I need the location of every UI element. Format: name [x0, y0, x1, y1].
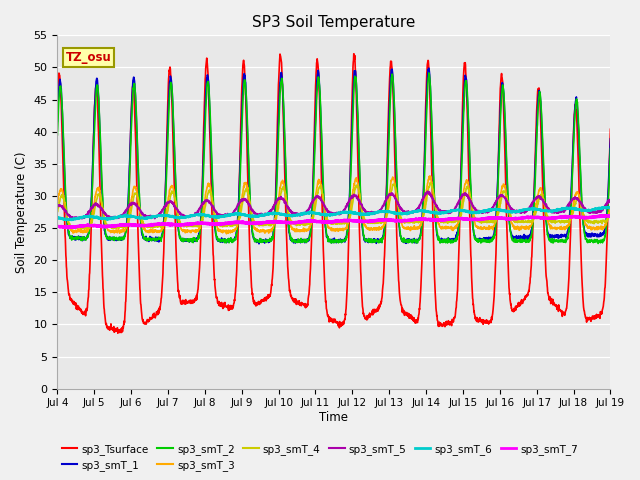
- sp3_smT_1: [362, 236, 370, 241]
- sp3_Tsurface: [558, 309, 566, 314]
- sp3_Tsurface: [350, 51, 358, 57]
- sp3_smT_3: [495, 202, 503, 207]
- sp3_smT_7: [603, 213, 611, 218]
- sp3_smT_5: [362, 209, 370, 215]
- sp3_smT_4: [77, 226, 85, 232]
- sp3_smT_3: [573, 190, 581, 195]
- Y-axis label: Soil Temperature (C): Soil Temperature (C): [15, 151, 28, 273]
- Line: sp3_smT_5: sp3_smT_5: [58, 192, 611, 219]
- sp3_smT_1: [350, 72, 358, 78]
- sp3_smT_7: [208, 221, 216, 227]
- sp3_smT_5: [573, 195, 581, 201]
- sp3_Tsurface: [208, 207, 216, 213]
- sp3_smT_4: [208, 196, 216, 202]
- sp3_Tsurface: [54, 95, 61, 101]
- sp3_smT_3: [426, 173, 433, 179]
- sp3_smT_2: [595, 240, 602, 246]
- sp3_smT_3: [350, 181, 358, 187]
- Line: sp3_smT_7: sp3_smT_7: [58, 216, 611, 228]
- sp3_smT_7: [65, 225, 72, 231]
- sp3_smT_4: [573, 196, 581, 202]
- sp3_smT_7: [495, 215, 502, 221]
- Line: sp3_smT_2: sp3_smT_2: [58, 73, 611, 243]
- sp3_smT_5: [208, 203, 216, 209]
- sp3_smT_2: [362, 238, 370, 244]
- X-axis label: Time: Time: [319, 411, 348, 424]
- sp3_smT_4: [350, 192, 358, 198]
- sp3_smT_2: [558, 239, 566, 244]
- sp3_Tsurface: [351, 52, 358, 58]
- Title: SP3 Soil Temperature: SP3 Soil Temperature: [252, 15, 415, 30]
- sp3_smT_7: [573, 214, 581, 220]
- sp3_smT_3: [54, 200, 61, 206]
- sp3_smT_5: [350, 193, 358, 199]
- sp3_smT_1: [607, 136, 614, 142]
- sp3_smT_6: [607, 204, 614, 210]
- sp3_smT_3: [558, 227, 566, 232]
- sp3_smT_5: [558, 208, 566, 214]
- sp3_smT_1: [208, 160, 216, 166]
- sp3_Tsurface: [607, 126, 614, 132]
- sp3_smT_6: [54, 215, 61, 220]
- Text: TZ_osu: TZ_osu: [66, 51, 111, 64]
- sp3_smT_4: [426, 180, 434, 186]
- sp3_smT_1: [54, 119, 61, 124]
- sp3_smT_2: [607, 146, 614, 152]
- sp3_smT_7: [362, 218, 370, 224]
- sp3_smT_2: [495, 163, 502, 169]
- Line: sp3_Tsurface: sp3_Tsurface: [58, 54, 611, 333]
- Line: sp3_smT_4: sp3_smT_4: [58, 183, 611, 229]
- sp3_smT_6: [350, 210, 358, 216]
- sp3_smT_2: [208, 153, 216, 158]
- sp3_smT_2: [425, 70, 433, 76]
- sp3_smT_6: [208, 214, 216, 219]
- sp3_smT_1: [425, 65, 433, 71]
- sp3_smT_5: [424, 189, 431, 194]
- sp3_smT_3: [223, 231, 230, 237]
- sp3_smT_4: [495, 208, 503, 214]
- sp3_smT_6: [603, 204, 611, 210]
- sp3_smT_6: [68, 217, 76, 223]
- sp3_smT_6: [573, 206, 581, 212]
- sp3_Tsurface: [114, 330, 122, 336]
- sp3_smT_1: [255, 241, 263, 247]
- sp3_smT_5: [54, 204, 61, 209]
- sp3_smT_2: [573, 100, 581, 106]
- sp3_smT_2: [350, 90, 358, 96]
- sp3_smT_4: [54, 209, 61, 215]
- sp3_smT_5: [73, 216, 81, 222]
- sp3_smT_1: [495, 142, 503, 148]
- sp3_smT_3: [362, 224, 370, 229]
- sp3_smT_7: [54, 224, 61, 229]
- sp3_smT_5: [495, 194, 503, 200]
- sp3_smT_6: [495, 206, 502, 212]
- sp3_smT_7: [607, 213, 614, 219]
- sp3_smT_5: [607, 198, 614, 204]
- Line: sp3_smT_3: sp3_smT_3: [58, 176, 611, 234]
- Line: sp3_smT_1: sp3_smT_1: [58, 68, 611, 244]
- sp3_smT_1: [573, 105, 581, 110]
- sp3_smT_6: [362, 211, 370, 217]
- sp3_smT_4: [362, 219, 370, 225]
- sp3_smT_1: [558, 234, 566, 240]
- Legend: sp3_Tsurface, sp3_smT_1, sp3_smT_2, sp3_smT_3, sp3_smT_4, sp3_smT_5, sp3_smT_6, : sp3_Tsurface, sp3_smT_1, sp3_smT_2, sp3_…: [58, 439, 582, 475]
- sp3_Tsurface: [362, 316, 370, 322]
- sp3_smT_2: [54, 132, 61, 138]
- sp3_smT_4: [558, 219, 566, 225]
- sp3_smT_3: [607, 204, 614, 210]
- Line: sp3_smT_6: sp3_smT_6: [58, 207, 611, 220]
- sp3_smT_6: [558, 206, 566, 212]
- sp3_smT_7: [558, 215, 566, 221]
- sp3_smT_3: [208, 193, 216, 199]
- sp3_smT_4: [607, 209, 614, 215]
- sp3_smT_7: [350, 217, 358, 223]
- sp3_Tsurface: [495, 129, 503, 135]
- sp3_Tsurface: [573, 131, 581, 137]
